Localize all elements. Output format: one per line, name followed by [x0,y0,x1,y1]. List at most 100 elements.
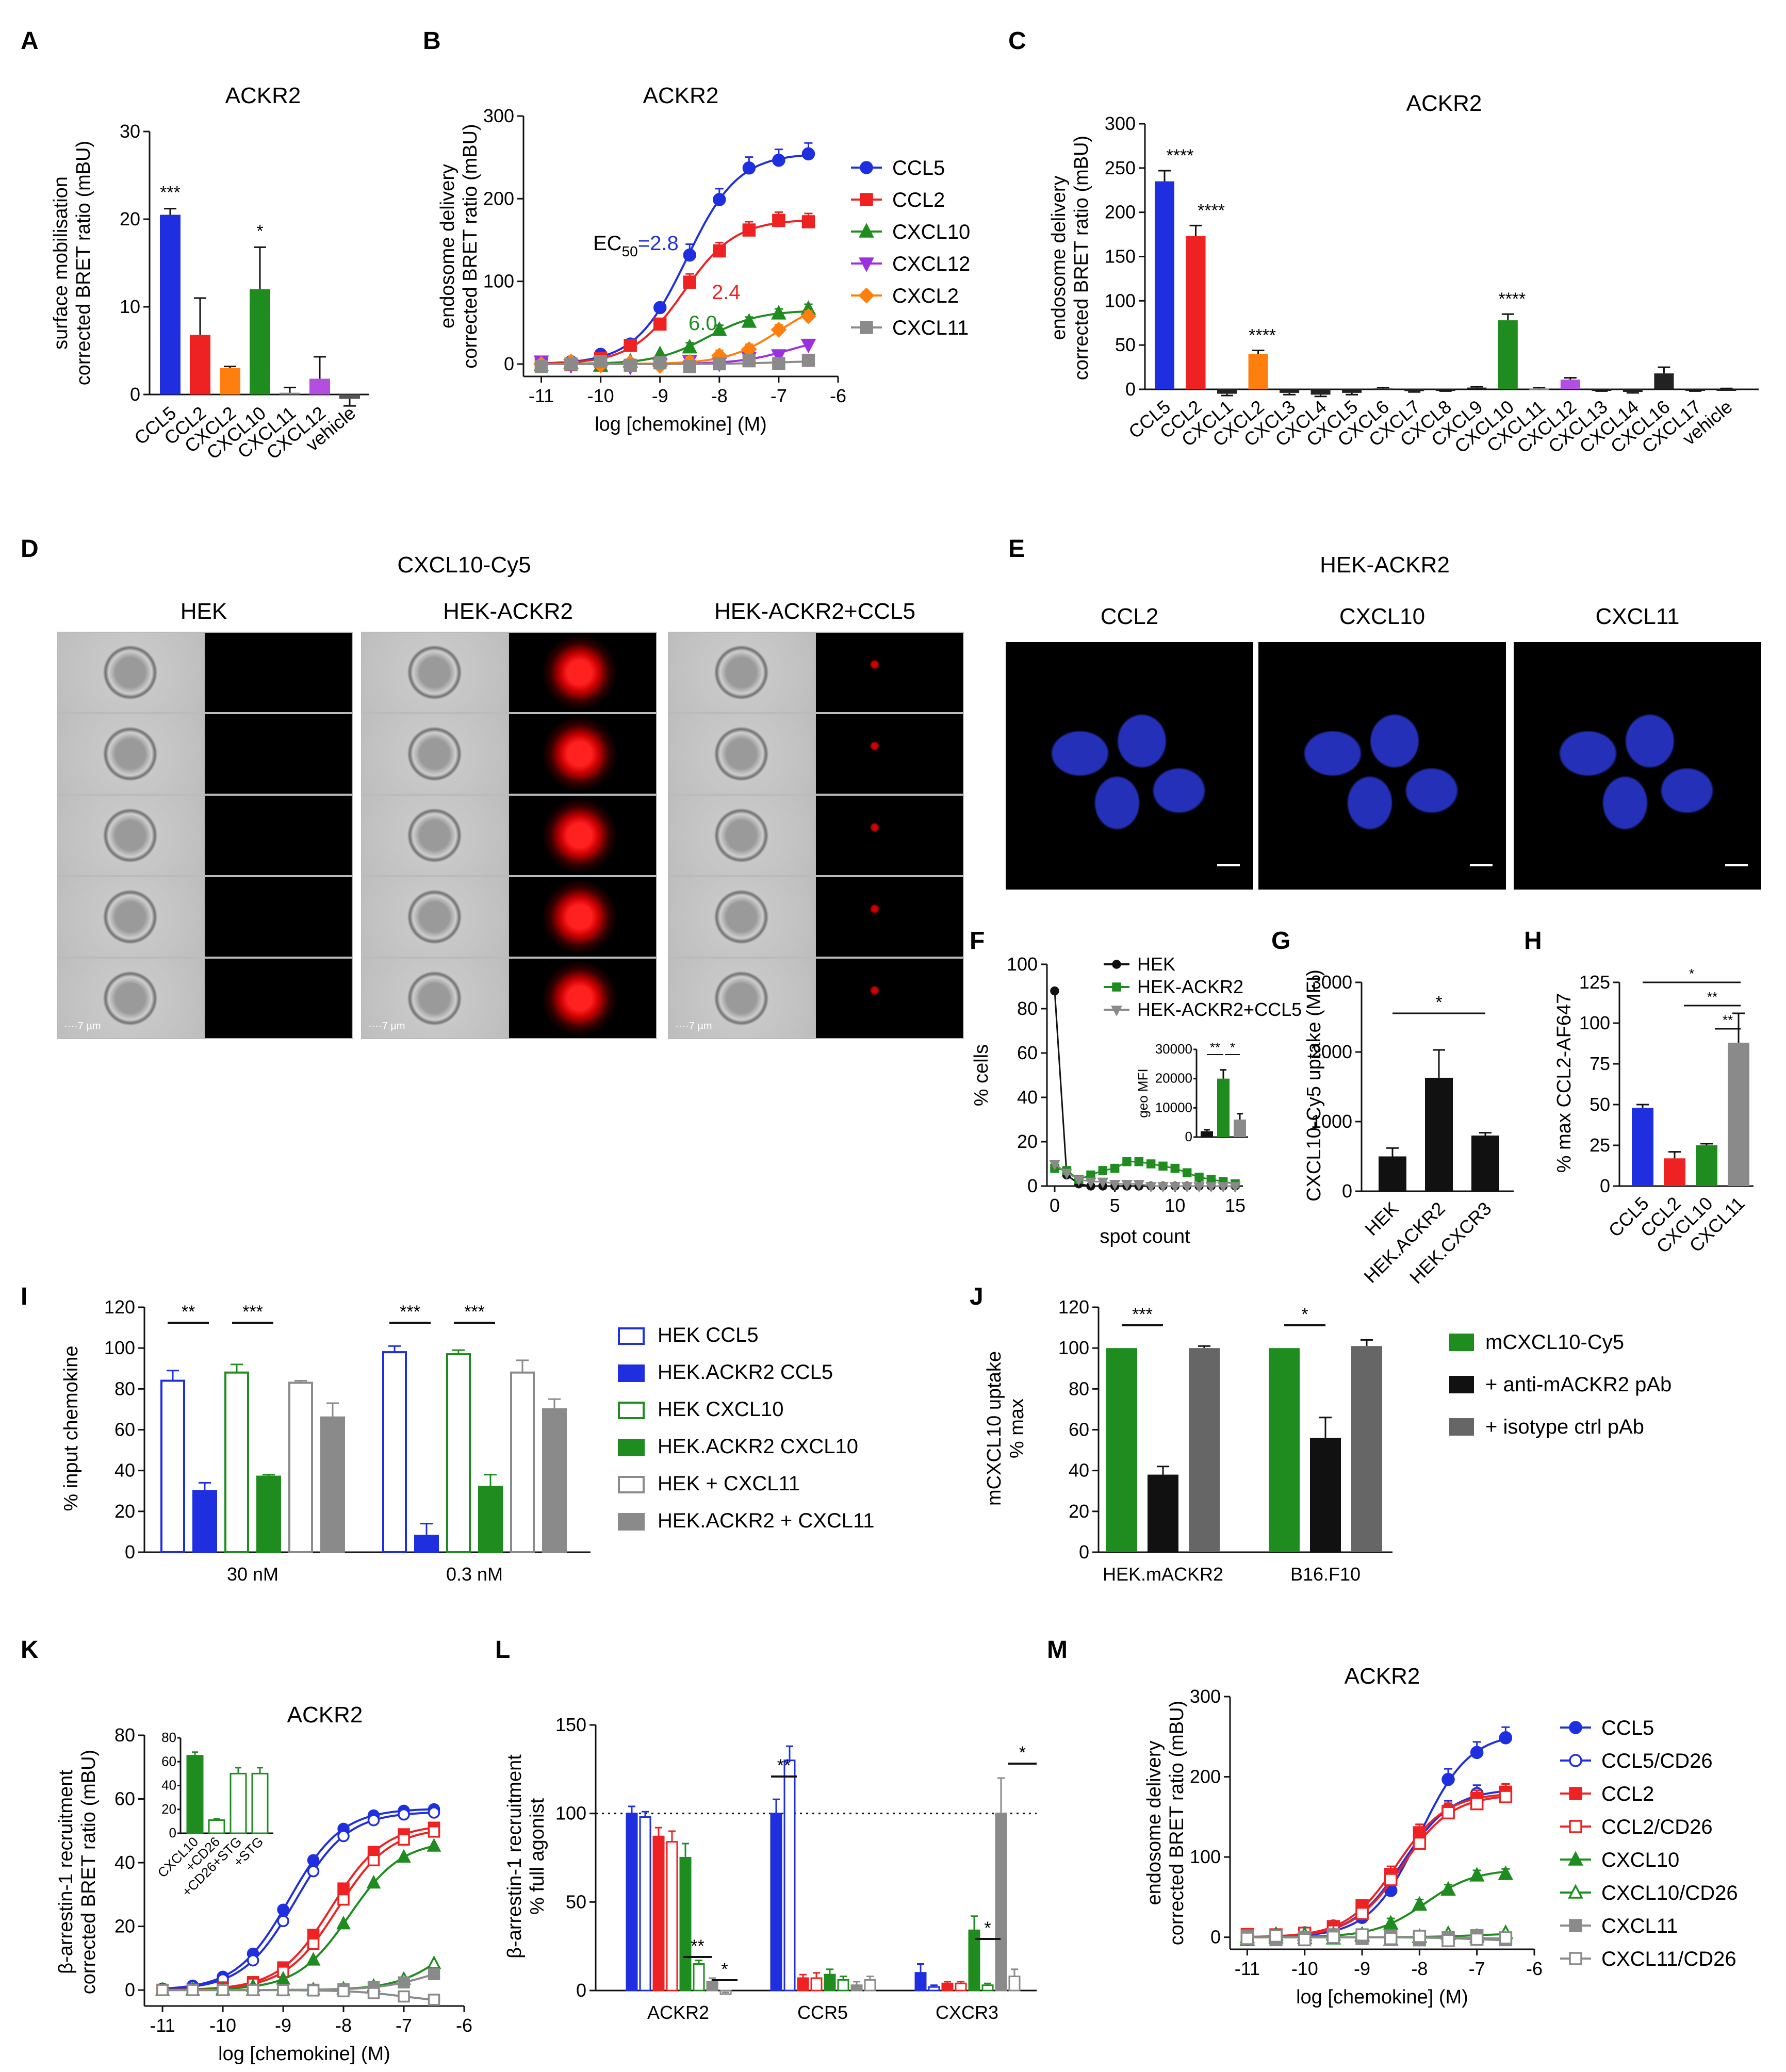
panel-E-image-CCL2 [1006,642,1253,890]
panel-I-legend-swatch [618,1327,645,1345]
panel-H-bar-CCL2 [1664,1158,1685,1186]
panel-K-curve-CCL5/CD26 [162,1812,431,1990]
panel-M-point-CCL2/CD26 [1441,1806,1455,1820]
panel-F-x-tick-label: 5 [1110,1195,1120,1216]
panel-D-fluorescence-image [204,958,353,1039]
panel-A-sig: * [256,221,263,241]
panel-F-legend-marker [1111,1006,1122,1016]
panel-B-legend-label: CXCL10 [892,221,970,243]
panel-D-fluorescence-image [508,713,657,795]
panel-B-point-CXCL11 [653,356,667,370]
panel-M-legend-marker [1569,1952,1582,1965]
panel-D-group-label: HEK-ACKR2 [443,599,573,624]
panel-K-point-CXCL11/CD26 [367,1987,380,1999]
panel-I-sig: *** [464,1302,485,1322]
panel-B-y-tick-label: 0 [504,353,514,374]
panel-M-legend-label: CXCL10 [1601,1849,1679,1871]
panel-M-legend-marker [1569,1754,1582,1767]
panel-F-legend-marker [1112,960,1121,969]
panel-E-title: HEK-ACKR2 [1320,552,1450,578]
panel-K-curve-CXCL11/CD26 [162,1989,431,2001]
panel-B-legend-marker [859,223,874,238]
panel-M-legend-label: CCL5 [1601,1717,1654,1739]
panel-F-point-HEK-ACKR2+CCL5 [1121,1179,1133,1191]
panel-M-point-CCL5 [1441,1772,1455,1786]
panel-M-legend-marker [1568,1884,1583,1899]
panel-B-y-tick-label: 200 [483,188,514,209]
panel-J-ylabel-line: % max [1006,1399,1028,1458]
panel-B-x-tick-label: -6 [830,385,846,406]
panel-C-y-tick-label: 200 [1105,202,1136,223]
panel-B-point-CCL5 [801,147,815,161]
panel-I-ylabel-line: % input chemokine [60,1345,82,1511]
panel-J-legend-label: + isotype ctrl pAb [1485,1416,1644,1438]
panel-I-bar-HEK.ACKR2 + CXCL11 [320,1416,345,1553]
panel-C-ylabel-line: corrected BRET ratio (mBU) [1071,136,1092,380]
panel-J-bar-+ anti-mACKR2 pAb [1310,1438,1341,1552]
panel-B-point-CCL5 [683,248,697,262]
panel-M-x-tick-label: -9 [1354,1958,1370,1979]
panel-I-legend-label: HEK CCL5 [658,1324,759,1346]
panel-C-bar-CXCL17 [1685,389,1705,391]
panel-L-bar [679,1857,692,1992]
panel-K-ylabel: β-arrestin-1 recruitment corrected BRET r… [55,1750,100,1994]
panel-C-bar-CXCL8 [1435,389,1455,391]
panel-J-bar-+ isotype ctrl pAb [1351,1346,1382,1552]
panel-L-bar [797,1977,809,1992]
panel-J-legend-label: + anti-mACKR2 pAb [1485,1373,1672,1396]
panel-I-legend-swatch [618,1402,645,1419]
panel-G-y-tick-label: 3000 [1311,972,1352,993]
panel-L-sig: * [984,1918,991,1938]
panel-F-inset-tick-label: 30000 [1155,1041,1192,1057]
panel-B-point-CXCL2 [800,308,816,324]
panel-K-inset-tick-label: 0 [169,1825,176,1840]
panel-L-bar [639,1816,651,1992]
panel-D-brightfield-image [361,713,508,795]
panel-M-x-tick-label: -8 [1411,1958,1428,1979]
panel-C-bar-CXCL13 [1592,389,1612,391]
panel-F-point-HEK-ACKR2+CCL5 [1061,1169,1073,1179]
panel-label-A: A [21,27,39,55]
panel-B-ec50-ccl2: 2.4 [712,281,741,304]
panel-F-point-HEK-ACKR2+CCL5 [1193,1182,1205,1193]
panel-K-point-CXCL11/CD26 [337,1985,350,1998]
panel-B-x-tick-label: -7 [771,385,787,406]
panel-I-bar-HEK CXCL10 [446,1353,471,1554]
panel-D-fluorescence-image [815,958,964,1039]
panel-C-bar-CXCL9 [1467,387,1487,389]
panel-J-y-tick-label: 40 [1069,1460,1089,1481]
panel-B-point-CCL2 [742,223,756,237]
panel-F-point-HEK-ACKR2 [1110,1163,1120,1173]
panel-K-point-CXCL11/CD26 [277,1984,289,1997]
panel-F-point-HEK [1050,986,1059,996]
panel-K-point-CCL5/CD26 [367,1814,380,1827]
panel-label-B: B [423,27,441,55]
panel-K-x-tick-label: -9 [275,2015,291,2036]
panel-C-y-tick-label: 0 [1125,379,1136,400]
panel-L-bar [941,1982,954,1992]
panel-M-point-CXCL11/CD26 [1298,1933,1312,1947]
panel-F-y-tick-label: 20 [1017,1131,1038,1152]
panel-I-legend-label: HEK + CXCL11 [658,1472,800,1495]
panel-K-inset-bar [186,1755,204,1834]
panel-D-fluorescence-image [815,795,964,876]
panel-D-fluorescence-image [508,632,657,713]
panel-I-bar-HEK CXCL10 [224,1371,249,1554]
panel-A-ylabel: surface mobilisation corrected BRET ratio… [50,141,94,385]
panel-K-point-CXCL10 [427,1838,441,1852]
panel-F-point-HEK-ACKR2 [1146,1159,1156,1169]
panel-D-fluorescence-image [508,795,657,876]
panel-I-bar-HEK + CXCL11 [288,1382,313,1553]
panel-C-bar-CXCL5 [1342,389,1362,393]
panel-F-point-HEK-ACKR2+CCL5 [1205,1182,1217,1193]
panel-F-x-tick-label: 15 [1225,1195,1246,1216]
panel-K-point-CCL5/CD26 [247,1954,259,1967]
panel-G-x-label: HEK [1361,1198,1402,1240]
panel-M-curve-CCL5/CD26 [1247,1790,1503,1938]
panel-G-bar-HEK.CXCR3 [1471,1136,1499,1191]
panel-M-x-tick-label: -11 [1235,1958,1260,1979]
panel-B-point-CXCL11 [564,357,578,371]
panel-M-curve-CCL2 [1247,1794,1503,1938]
panel-F-inset-sig: * [1230,1040,1235,1055]
panel-C-bar-CXCL6 [1373,388,1393,390]
